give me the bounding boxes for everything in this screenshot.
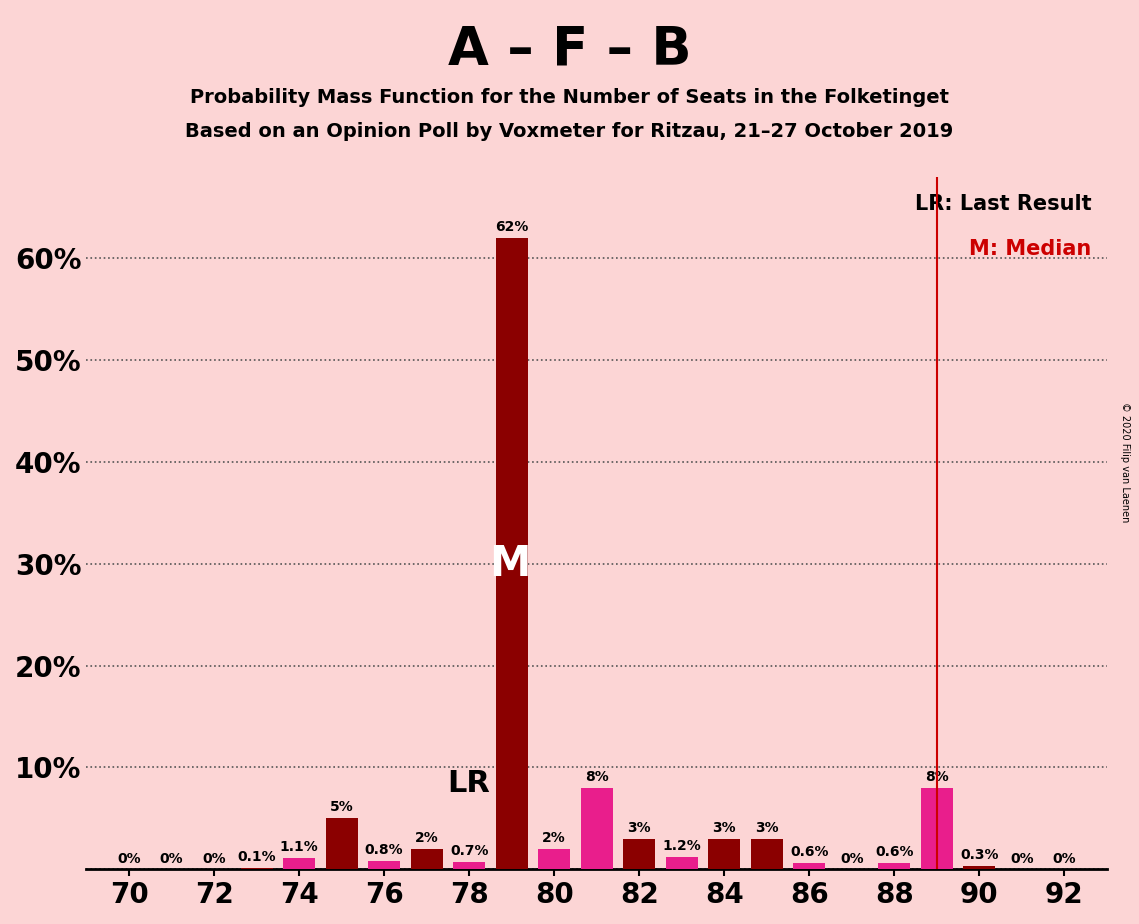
Bar: [284, 858, 316, 869]
Text: LR: Last Result: LR: Last Result: [915, 194, 1091, 214]
Text: 0%: 0%: [1010, 852, 1034, 866]
Text: 0.8%: 0.8%: [364, 843, 403, 857]
Text: 2%: 2%: [542, 831, 566, 845]
Text: 0%: 0%: [117, 852, 141, 866]
Bar: [708, 839, 740, 869]
Text: 0%: 0%: [159, 852, 183, 866]
Text: M: M: [489, 542, 531, 585]
Text: 1.2%: 1.2%: [663, 839, 702, 853]
Bar: [411, 849, 443, 869]
Text: 0%: 0%: [839, 852, 863, 866]
Bar: [495, 237, 527, 869]
Text: 62%: 62%: [495, 220, 528, 234]
Bar: [539, 849, 571, 869]
Text: A – F – B: A – F – B: [448, 23, 691, 75]
Bar: [666, 857, 698, 869]
Bar: [921, 788, 953, 869]
Bar: [623, 839, 655, 869]
Text: 1.1%: 1.1%: [280, 840, 319, 854]
Bar: [453, 862, 485, 869]
Text: 0%: 0%: [203, 852, 226, 866]
Text: 0%: 0%: [1052, 852, 1076, 866]
Text: 0.7%: 0.7%: [450, 844, 489, 858]
Bar: [326, 819, 358, 869]
Bar: [878, 863, 910, 869]
Text: 3%: 3%: [712, 821, 736, 834]
Text: 8%: 8%: [584, 770, 608, 784]
Bar: [581, 788, 613, 869]
Text: 3%: 3%: [755, 821, 779, 834]
Text: M: Median: M: Median: [969, 239, 1091, 259]
Text: Probability Mass Function for the Number of Seats in the Folketinget: Probability Mass Function for the Number…: [190, 88, 949, 107]
Text: 0.6%: 0.6%: [875, 845, 913, 859]
Text: 2%: 2%: [415, 831, 439, 845]
Bar: [794, 863, 826, 869]
Text: LR: LR: [448, 770, 491, 798]
Bar: [368, 861, 400, 869]
Text: © 2020 Filip van Laenen: © 2020 Filip van Laenen: [1121, 402, 1130, 522]
Text: 0.3%: 0.3%: [960, 848, 999, 862]
Text: 0.6%: 0.6%: [790, 845, 828, 859]
Text: Based on an Opinion Poll by Voxmeter for Ritzau, 21–27 October 2019: Based on an Opinion Poll by Voxmeter for…: [186, 122, 953, 141]
Bar: [751, 839, 782, 869]
Text: 3%: 3%: [628, 821, 652, 834]
Bar: [964, 866, 995, 869]
Text: 0.1%: 0.1%: [237, 850, 276, 864]
Text: 5%: 5%: [329, 800, 353, 814]
Text: 8%: 8%: [925, 770, 949, 784]
